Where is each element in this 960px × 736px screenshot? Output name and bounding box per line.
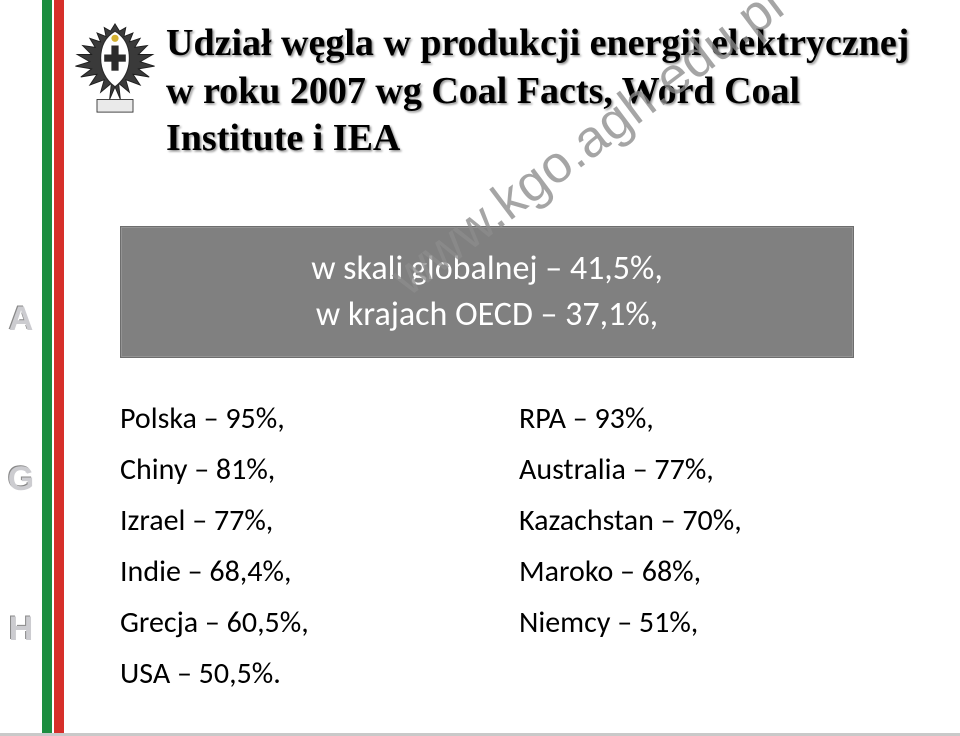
list-item: Chiny – 81%, <box>120 451 471 488</box>
university-crest-icon <box>70 18 160 118</box>
side-letter-a: A <box>0 300 42 339</box>
side-stripe-red <box>54 0 64 736</box>
right-column: RPA – 93%, Australia – 77%, Kazachstan –… <box>471 400 870 692</box>
list-item: Izrael – 77%, <box>120 502 471 539</box>
banner-line-1: w skali globalnej – 41,5%, <box>311 246 663 292</box>
list-item: Australia – 77%, <box>519 451 870 488</box>
banner-line-2: w krajach OECD – 37,1%, <box>316 292 658 338</box>
list-item: Indie – 68,4%, <box>120 553 471 590</box>
list-item: Niemcy – 51%, <box>519 604 870 641</box>
list-item: Kazachstan – 70%, <box>519 502 870 539</box>
list-item: Polska – 95%, <box>120 400 471 437</box>
list-item: Maroko – 68%, <box>519 553 870 590</box>
left-column: Polska – 95%, Chiny – 81%, Izrael – 77%,… <box>120 400 471 692</box>
list-item: Grecja – 60,5%, <box>120 604 471 641</box>
page-title: Udział węgla w produkcji energii elektry… <box>166 20 940 163</box>
list-item: RPA – 93%, <box>519 400 870 437</box>
data-columns: Polska – 95%, Chiny – 81%, Izrael – 77%,… <box>120 400 870 692</box>
summary-banner: w skali globalnej – 41,5%, w krajach OEC… <box>120 226 854 358</box>
side-stripe-green <box>42 0 52 736</box>
list-item: USA – 50,5%. <box>120 655 471 692</box>
side-letter-g: G <box>0 460 42 499</box>
side-letter-h: H <box>0 610 42 649</box>
